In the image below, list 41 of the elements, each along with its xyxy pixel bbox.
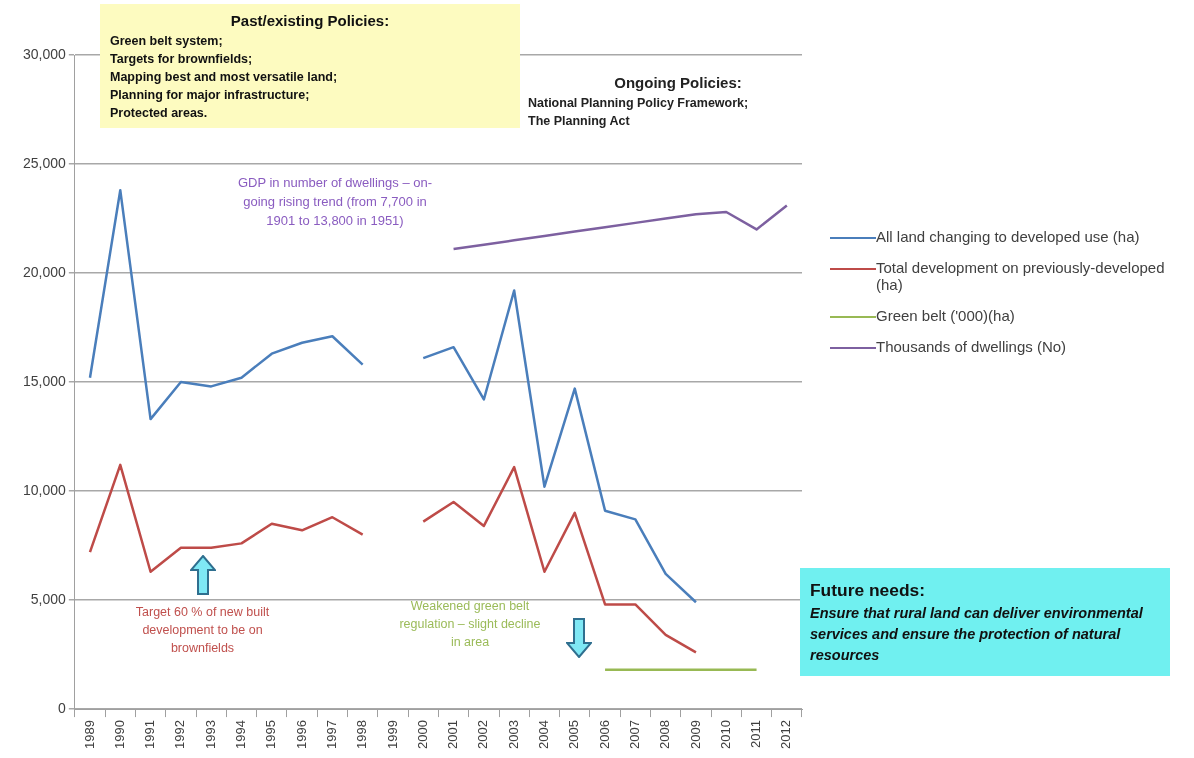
x-tick-label: 2008	[657, 720, 673, 749]
x-tick-label: 2011	[748, 720, 764, 749]
annotation: Target 60 % of new built development to be on brownfields	[134, 604, 271, 658]
x-tick-label: 1996	[293, 720, 309, 749]
x-tick-label: 2010	[717, 720, 733, 749]
x-tick-label: 2005	[566, 720, 582, 749]
x-tick-label: 2003	[505, 720, 521, 749]
x-tick-label: 2001	[445, 720, 461, 749]
x-tick-label: 2000	[414, 720, 430, 749]
y-tick-label: 0	[58, 699, 67, 716]
x-tick-label: 2004	[536, 720, 552, 749]
x-tick-label: 2012	[778, 720, 794, 749]
x-tick-label: 1993	[202, 720, 218, 749]
y-tick-label: 25,000	[22, 154, 67, 171]
x-tick-label: 1998	[354, 720, 370, 749]
annotation: Past/existing Policies: Green belt system; Targets for brownfields; Mapping best and most versatile land; Planning for major infrastructure; Protected areas.	[110, 11, 391, 123]
x-tick-label: 1989	[81, 720, 97, 749]
x-tick-label: 1990	[111, 720, 127, 749]
text: Future needs: Ensure that rural land can deliver environmental services and ensure the protection of natural resources	[810, 579, 1144, 666]
y-tick-label: 30,000	[22, 45, 67, 62]
y-tick-label: 10,000	[22, 481, 67, 498]
x-tick-label: 1992	[172, 720, 188, 749]
x-tick-label: 2009	[687, 720, 703, 749]
legend-label: Thousands of dwellings (No)	[876, 338, 1068, 355]
x-tick-label: 2007	[626, 720, 642, 749]
x-tick-label: 2006	[596, 720, 612, 749]
x-tick-label: 1997	[323, 720, 339, 749]
annotation: GDP in number of dwellings – on-going rising trend (from 7,700 in 1901 to 13,800 in 1951)	[236, 174, 434, 230]
legend-label: Green belt ('000)(ha)	[876, 307, 1016, 324]
legend-label: Total development on previously-developed (ha)	[876, 259, 1166, 293]
y-tick-label: 15,000	[22, 372, 67, 389]
y-tick-label: 5,000	[30, 590, 67, 607]
annotation: Weakened green belt regulation – slight decline in area	[398, 598, 542, 652]
x-tick-label: 1999	[384, 720, 400, 749]
x-tick-label: 1991	[142, 720, 158, 749]
legend-label: All land changing to developed use (ha)	[876, 228, 1141, 245]
x-tick-label: 2002	[475, 720, 491, 749]
x-tick-label: 1995	[263, 720, 279, 749]
annotation: Ongoing Policies: National Planning Policy Framework; The Planning Act	[528, 73, 750, 130]
x-tick-label: 1994	[233, 720, 249, 749]
y-tick-label: 20,000	[22, 263, 67, 280]
